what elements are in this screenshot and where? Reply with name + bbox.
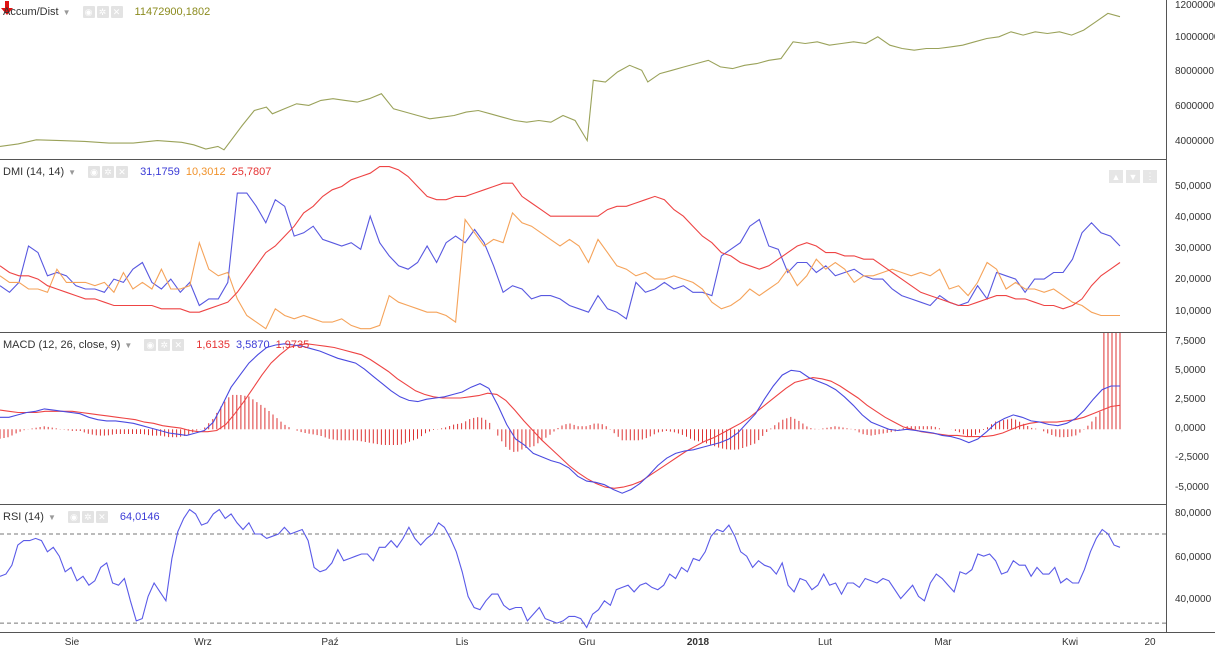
time-axis-label: Kwi [1061,637,1079,648]
accum-dist-value: 11472900,1802 [134,6,211,18]
eye-icon[interactable]: ◉ [88,166,101,178]
dmi-title[interactable]: DMI (14, 14) [3,166,65,178]
close-icon[interactable]: ✕ [116,166,129,178]
dmi-chart [0,166,1121,330]
arrow-up-icon[interactable]: ▲ [1109,170,1123,183]
eye-icon[interactable]: ◉ [144,339,157,351]
macd-pane[interactable]: MACD (12, 26, close, 9) ▼ ◉ ✲ ✕ 1,6135 3… [0,333,1215,504]
dmi-axis-tick: 40,0000 [1175,212,1212,223]
dmi-legend: DMI (14, 14) ▼ ◉ ✲ ✕ 31,1759 10,3012 25,… [3,166,271,178]
eye-icon[interactable]: ◉ [67,511,80,523]
time-axis-border[interactable] [0,632,1215,633]
close-icon[interactable]: ✕ [110,6,123,18]
macd-line-value: 3,5870 [235,339,270,351]
dmi-adx-line [0,166,1121,313]
gear-icon[interactable]: ✲ [96,6,109,18]
pane-divider[interactable] [0,504,1166,505]
accum-axis-tick: 6000000 [1175,101,1214,112]
rsi-axis-tick: 80,0000 [1175,508,1212,519]
pane-divider[interactable] [0,332,1166,333]
macd-controls: ◉ ✲ ✕ [144,339,185,351]
dmi-controls: ◉ ✲ ✕ [88,166,129,178]
time-axis-label: 2018 [686,637,710,648]
macd-hist-value: 1,6135 [196,339,230,351]
chevron-down-icon[interactable]: ▼ [47,512,56,522]
close-icon[interactable]: ✕ [172,339,185,351]
dmi-plus-line [0,192,1121,320]
accum-axis-tick: 12000000 [1175,0,1215,11]
dmi-minus-line [0,211,1120,330]
rsi-chart [0,508,1166,629]
rsi-title[interactable]: RSI (14) [3,511,44,523]
time-axis-label: Mar [934,637,952,648]
chevron-down-icon[interactable]: ▼ [62,7,71,17]
eye-icon[interactable]: ◉ [82,6,95,18]
macd-axis-tick: -2,5000 [1175,452,1209,463]
dmi-axis-tick: 10,0000 [1175,306,1212,317]
dmi-pane[interactable]: DMI (14, 14) ▼ ◉ ✲ ✕ 31,1759 10,3012 25,… [0,160,1215,332]
macd-signal-line [0,343,1121,489]
arrow-down-icon[interactable]: ▼ [1126,170,1140,183]
time-axis-label: 20 [1144,637,1156,648]
accum-axis-tick: 10000000 [1175,32,1215,43]
accum-dist-title[interactable]: Accum/Dist [3,6,59,18]
accum-dist-chart [0,12,1121,151]
macd-title[interactable]: MACD (12, 26, close, 9) [3,339,121,351]
accum-dist-controls: ◉ ✲ ✕ [82,6,123,18]
macd-axis-tick: -5,0000 [1175,482,1209,493]
pane-order-controls: ▲ ▼ ⋮ [1109,170,1157,183]
alert-down-arrow-icon[interactable] [0,0,14,16]
dmi-axis-tick: 20,0000 [1175,274,1212,285]
more-icon[interactable]: ⋮ [1143,170,1157,183]
rsi-controls: ◉ ✲ ✕ [67,511,108,523]
accum-dist-legend: Accum/Dist ▼ ◉ ✲ ✕ 11472900,1802 [3,6,210,18]
time-axis-label: Paź [321,637,339,648]
dmi-axis-tick: 30,0000 [1175,243,1212,254]
macd-axis-tick: 0,0000 [1175,423,1206,434]
dmi-adx-value: 25,7807 [231,166,272,178]
rsi-value: 64,0146 [119,511,160,523]
rsi-pane[interactable]: RSI (14) ▼ ◉ ✲ ✕ 64,0146 80,0000 60,0000… [0,505,1215,632]
accum-axis-tick: 4000000 [1175,136,1214,147]
rsi-line [0,508,1121,629]
macd-axis-tick: 7,5000 [1175,336,1206,347]
chevron-down-icon[interactable]: ▼ [124,340,133,350]
close-icon[interactable]: ✕ [95,511,108,523]
time-axis-label: Gru [578,637,596,648]
accum-axis-tick: 8000000 [1175,66,1214,77]
macd-chart [0,333,1121,494]
time-axis-label: Lis [455,637,469,648]
dmi-minus-value: 10,3012 [185,166,226,178]
time-axis-label: Wrz [194,637,212,648]
accum-dist-line [0,12,1121,151]
rsi-axis-tick: 60,0000 [1175,552,1212,563]
pane-divider[interactable] [0,159,1166,160]
chevron-down-icon[interactable]: ▼ [68,167,77,177]
gear-icon[interactable]: ✲ [81,511,94,523]
time-axis-label: Lut [818,637,832,648]
macd-axis-tick: 2,5000 [1175,394,1206,405]
macd-axis-tick: 5,0000 [1175,365,1206,376]
dmi-plus-value: 31,1759 [140,166,180,178]
gear-icon[interactable]: ✲ [102,166,115,178]
rsi-axis-tick: 40,0000 [1175,594,1212,605]
accum-dist-pane[interactable]: Accum/Dist ▼ ◉ ✲ ✕ 11472900,1802 1200000… [0,0,1215,159]
gear-icon[interactable]: ✲ [158,339,171,351]
macd-line [0,343,1120,494]
macd-legend: MACD (12, 26, close, 9) ▼ ◉ ✲ ✕ 1,6135 3… [3,339,309,351]
macd-signal-value: 1,9735 [275,339,310,351]
time-axis-label: Sie [64,637,80,648]
price-axis-border[interactable] [1166,0,1167,632]
rsi-legend: RSI (14) ▼ ◉ ✲ ✕ 64,0146 [3,511,160,523]
dmi-axis-tick: 50,0000 [1175,181,1212,192]
